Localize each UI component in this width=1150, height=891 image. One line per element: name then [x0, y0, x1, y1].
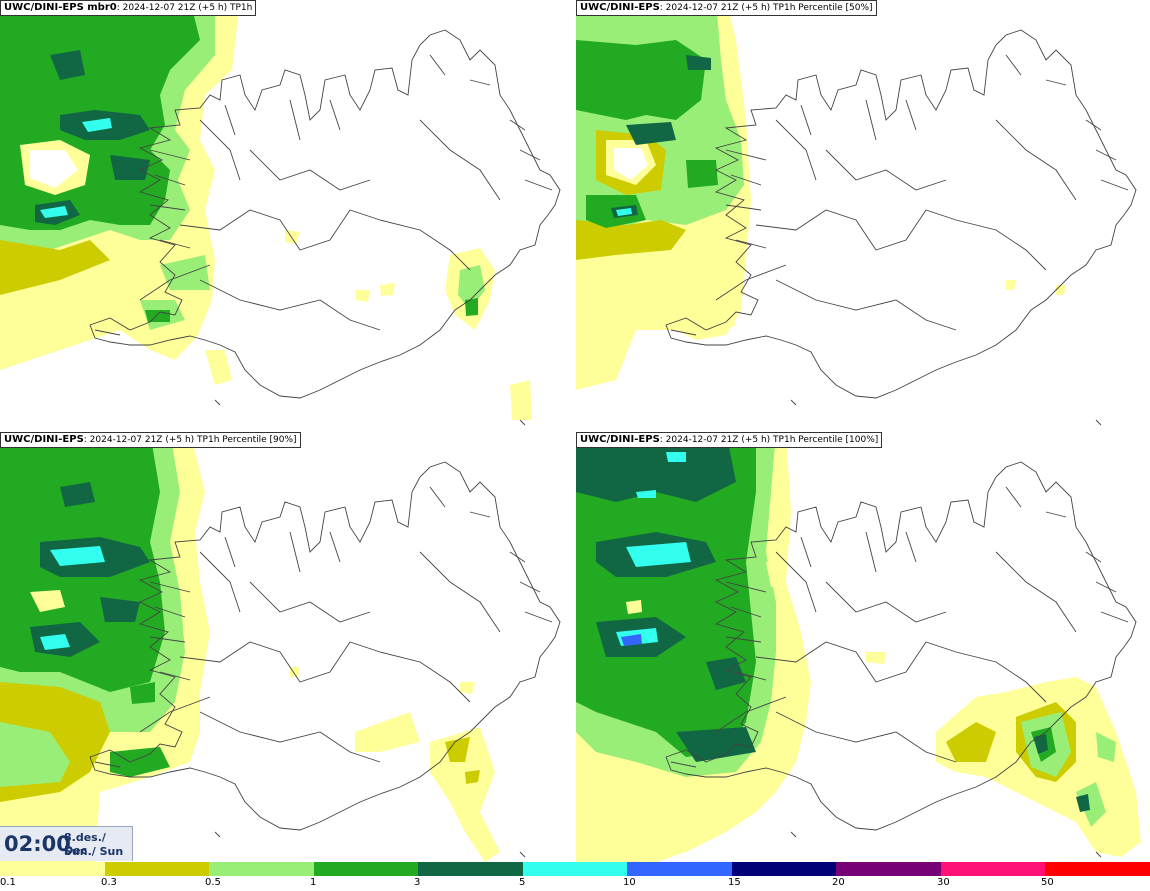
legend-swatch [522, 862, 628, 876]
color-legend [0, 862, 1150, 876]
legend-tick-label: 0.1 [0, 877, 16, 888]
legend-tick-label: 15 [728, 877, 741, 888]
legend-swatch [209, 862, 314, 876]
legend-swatch [627, 862, 732, 876]
legend-swatch [418, 862, 523, 876]
legend-tick-label: 20 [832, 877, 845, 888]
legend-tick-label: 50 [1041, 877, 1054, 888]
map-panel-p100: UWC/DINI-EPS: 2024-12-07 21Z (+5 h) TP1h… [576, 432, 1150, 862]
legend-tick-label: 3 [414, 877, 421, 888]
valid-day: Sun./ Sun [64, 845, 124, 858]
legend-swatch [104, 862, 210, 876]
panel-title: UWC/DINI-EPS: 2024-12-07 21Z (+5 h) TP1h… [0, 432, 301, 448]
legend-tick-label: 5 [519, 877, 526, 888]
legend-swatch [940, 862, 1046, 876]
precip-map [576, 0, 1137, 426]
legend-swatch [731, 862, 837, 876]
panel-title: UWC/DINI-EPS mbr0: 2024-12-07 21Z (+5 h)… [0, 0, 257, 16]
precip-map [0, 0, 561, 426]
precip-map [0, 432, 561, 862]
precip-map [576, 432, 1141, 862]
legend-swatch [1045, 862, 1150, 876]
valid-date: 8.des./ Dec [64, 831, 106, 857]
legend-tick-label: 1 [310, 877, 317, 888]
legend-ticks: 0.1 0.3 0.5 1 3 5 10 15 20 30 50 [0, 876, 1150, 891]
legend-swatch [0, 862, 105, 876]
legend-tick-label: 0.3 [101, 877, 117, 888]
panel-divider [0, 430, 1150, 432]
panel-title: UWC/DINI-EPS: 2024-12-07 21Z (+5 h) TP1h… [576, 0, 877, 16]
legend-tick-label: 10 [623, 877, 636, 888]
map-panel-p50: UWC/DINI-EPS: 2024-12-07 21Z (+5 h) TP1h… [576, 0, 1150, 430]
legend-tick-label: 0.5 [205, 877, 221, 888]
legend-tick-label: 30 [937, 877, 950, 888]
valid-time-box: 02:00 8.des./ Dec Sun./ Sun [0, 826, 133, 861]
panel-title: UWC/DINI-EPS: 2024-12-07 21Z (+5 h) TP1h… [576, 432, 883, 448]
legend-swatch [313, 862, 419, 876]
map-panel-p90: UWC/DINI-EPS: 2024-12-07 21Z (+5 h) TP1h… [0, 432, 574, 862]
valid-time: 02:00 [4, 832, 71, 856]
legend-swatch [836, 862, 941, 876]
map-panel-mbr0: UWC/DINI-EPS mbr0: 2024-12-07 21Z (+5 h)… [0, 0, 574, 430]
